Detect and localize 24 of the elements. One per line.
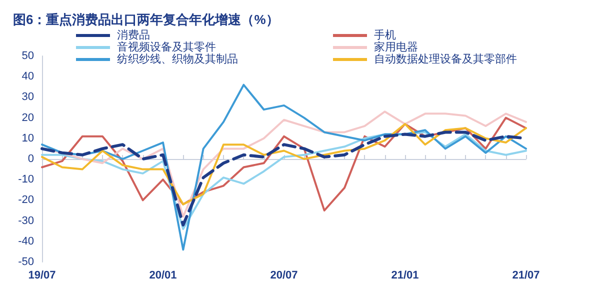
x-tick-label: 20/07 xyxy=(270,270,298,282)
y-tick-label: 10 xyxy=(22,132,34,144)
y-tick-label: -10 xyxy=(18,174,34,186)
line-series xyxy=(41,84,527,251)
y-tick-label: -20 xyxy=(18,194,34,206)
y-tick-label: 40 xyxy=(22,70,34,83)
x-tick-label: 20/01 xyxy=(149,270,177,282)
legend-label: 手机 xyxy=(374,28,396,42)
chart-title: 图6：重点消费品出口两年复合年化增速（%） xyxy=(13,12,279,27)
legend-label: 消费品 xyxy=(117,28,150,42)
y-tick-label: -30 xyxy=(18,214,34,227)
y-tick-label: 0 xyxy=(28,153,34,165)
y-tick-label: -40 xyxy=(18,235,34,248)
x-tick-label: 21/07 xyxy=(512,270,540,282)
y-tick-label: 20 xyxy=(22,112,34,124)
y-tick-label: -50 xyxy=(18,256,34,268)
legend-label: 纺织纱线、织物及其制品 xyxy=(117,52,238,66)
y-tick-label: 30 xyxy=(22,91,34,104)
legend-label: 自动数据处理设备及其零部件 xyxy=(374,52,517,66)
legend-label: 音视频设备及其零件 xyxy=(117,40,216,54)
y-tick-label: 50 xyxy=(22,50,34,62)
x-tick-label: 21/01 xyxy=(391,270,419,282)
legend-label: 家用电器 xyxy=(374,40,418,54)
x-tick-label: 19/07 xyxy=(28,270,56,282)
